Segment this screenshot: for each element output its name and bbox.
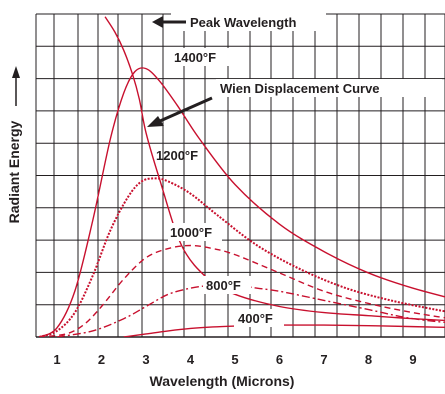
x-tick-label: 4	[187, 352, 195, 367]
label-800-bg	[203, 276, 251, 294]
curve-label-1000: 1000°F	[170, 225, 212, 240]
wien-arrow-head	[147, 116, 164, 127]
x-tick-label: 6	[276, 352, 283, 367]
series-line-wien-displacement-curve	[104, 16, 445, 322]
label-400-bg	[234, 309, 284, 327]
x-tick-label: 3	[142, 352, 149, 367]
x-tick-label: 2	[98, 352, 105, 367]
series-line-1000-f	[39, 244, 445, 337]
curve-label-400: 400°F	[238, 311, 273, 326]
wien-arrow-shaft	[159, 96, 213, 123]
series-line-1400-f	[38, 67, 445, 337]
label-1400-bg	[171, 48, 231, 66]
x-tick-label: 7	[320, 352, 327, 367]
peak-wavelength-label: Peak Wavelength	[190, 15, 297, 30]
curve-label-1200: 1200°F	[156, 148, 198, 163]
wien-label-bg	[216, 79, 442, 97]
x-tick-label: 8	[365, 352, 372, 367]
wien-curve-label: Wien Displacement Curve	[220, 81, 380, 96]
label-1000-bg	[168, 223, 222, 241]
curve-label-800: 800°F	[206, 278, 241, 293]
y-axis-label: Radiant Energy	[6, 120, 22, 223]
peak-arrow-head	[152, 16, 163, 28]
peak-label-bg	[171, 12, 326, 31]
curve-label-1400: 1400°F	[174, 50, 216, 65]
x-tick-label: 9	[409, 352, 416, 367]
series-line-1200-f	[38, 177, 445, 337]
x-tick-label: 5	[231, 352, 238, 367]
x-tick-labels: 12345678910	[53, 352, 416, 367]
y-axis-arrow-head	[12, 66, 20, 78]
x-tick-label: 1	[53, 352, 60, 367]
x-axis-label: Wavelength (Microns)	[150, 373, 295, 389]
